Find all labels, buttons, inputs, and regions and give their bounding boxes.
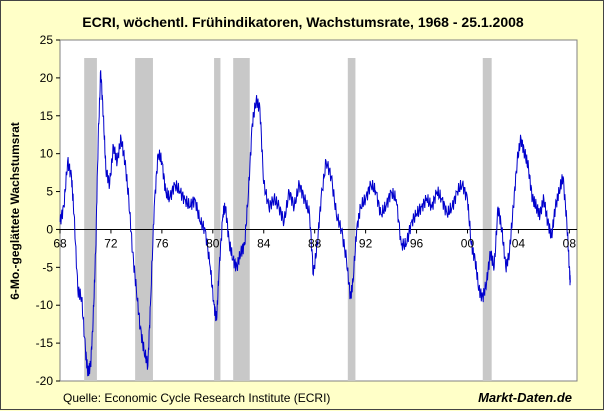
x-tick-label: 00 (461, 236, 475, 250)
y-tick-label: 0 (46, 222, 53, 236)
recession-band (84, 58, 97, 381)
series-group (59, 70, 571, 377)
y-tick-label: 5 (46, 185, 53, 199)
recession-bands (84, 58, 492, 381)
x-tick-label: 08 (563, 236, 577, 250)
recession-band (347, 58, 356, 381)
x-tick-label: 96 (410, 236, 424, 250)
recession-band (214, 58, 221, 381)
x-tick-label: 84 (257, 236, 271, 250)
brand-mark: Markt-Daten.de (478, 390, 572, 405)
y-axis-label: 6-Mo.-geglättete Wachstumsrat (8, 122, 22, 300)
series-line (59, 70, 571, 377)
x-tick-label: 04 (512, 236, 526, 250)
y-tick-label: 25 (40, 33, 54, 47)
y-tick-label: -15 (36, 336, 54, 350)
y-tick-label: 15 (40, 109, 54, 123)
recession-band (135, 58, 153, 381)
x-tick-label: 80 (206, 236, 220, 250)
y-tick-label: -10 (36, 298, 54, 312)
y-axis-ticks: -20 -15 -10 -5 0 5 10 15 20 25 (36, 33, 60, 388)
recession-band (482, 58, 492, 381)
y-tick-label: -5 (42, 260, 53, 274)
x-tick-label: 72 (104, 236, 118, 250)
x-tick-label: 76 (155, 236, 169, 250)
chart-title: ECRI, wöchentl. Frühindikatoren, Wachstu… (82, 14, 524, 30)
x-tick-label: 68 (53, 236, 67, 250)
y-tick-label: -20 (36, 374, 54, 388)
recession-band (233, 58, 250, 381)
y-tick-label: 10 (40, 147, 54, 161)
y-tick-label: 20 (40, 71, 54, 85)
x-tick-label: 88 (308, 236, 322, 250)
source-note: Quelle: Economic Cycle Research Institut… (63, 391, 330, 405)
x-tick-label: 92 (359, 236, 373, 250)
x-axis-ticks: 68 72 76 80 84 88 92 96 00 04 08 (53, 229, 576, 250)
